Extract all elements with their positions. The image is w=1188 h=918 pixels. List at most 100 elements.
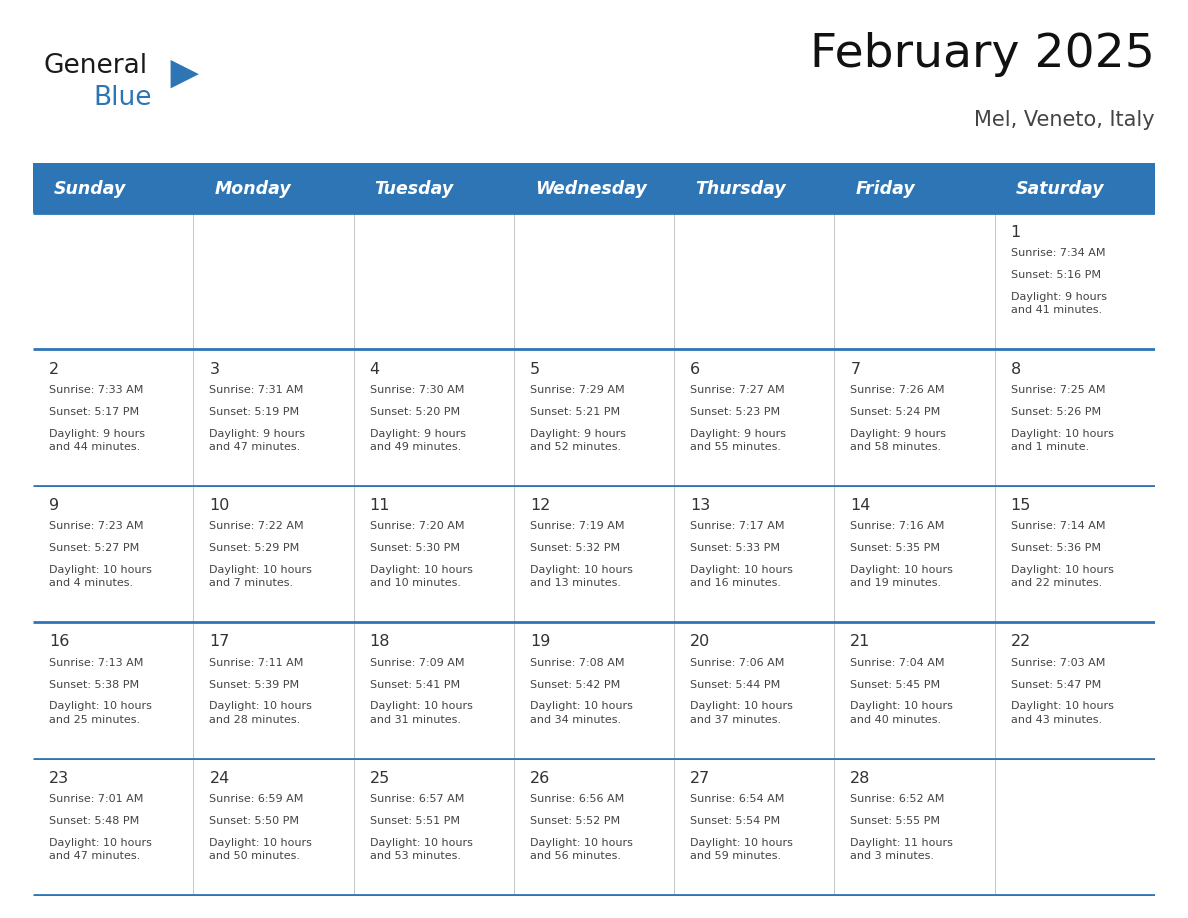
Text: Sunset: 5:44 PM: Sunset: 5:44 PM: [690, 679, 781, 689]
Text: 28: 28: [851, 771, 871, 786]
Text: Daylight: 9 hours
and 49 minutes.: Daylight: 9 hours and 49 minutes.: [369, 429, 466, 452]
Text: Daylight: 10 hours
and 1 minute.: Daylight: 10 hours and 1 minute.: [1011, 429, 1113, 452]
Text: Daylight: 10 hours
and 7 minutes.: Daylight: 10 hours and 7 minutes.: [209, 565, 312, 588]
Text: Daylight: 10 hours
and 22 minutes.: Daylight: 10 hours and 22 minutes.: [1011, 565, 1113, 588]
Text: 7: 7: [851, 362, 860, 376]
Text: Sunrise: 7:27 AM: Sunrise: 7:27 AM: [690, 385, 785, 395]
Text: Sunset: 5:38 PM: Sunset: 5:38 PM: [49, 679, 139, 689]
Text: Daylight: 10 hours
and 34 minutes.: Daylight: 10 hours and 34 minutes.: [530, 701, 633, 724]
Text: Sunrise: 7:17 AM: Sunrise: 7:17 AM: [690, 521, 784, 532]
Text: Sunset: 5:42 PM: Sunset: 5:42 PM: [530, 679, 620, 689]
Text: Sunset: 5:39 PM: Sunset: 5:39 PM: [209, 679, 299, 689]
Text: Daylight: 9 hours
and 55 minutes.: Daylight: 9 hours and 55 minutes.: [690, 429, 786, 452]
Text: 13: 13: [690, 498, 710, 513]
Text: 15: 15: [1011, 498, 1031, 513]
Text: Sunset: 5:36 PM: Sunset: 5:36 PM: [1011, 543, 1100, 554]
Text: Daylight: 10 hours
and 43 minutes.: Daylight: 10 hours and 43 minutes.: [1011, 701, 1113, 724]
Text: 21: 21: [851, 634, 871, 650]
Text: Sunrise: 7:20 AM: Sunrise: 7:20 AM: [369, 521, 465, 532]
Text: Daylight: 10 hours
and 50 minutes.: Daylight: 10 hours and 50 minutes.: [209, 838, 312, 861]
Text: Daylight: 10 hours
and 31 minutes.: Daylight: 10 hours and 31 minutes.: [369, 701, 473, 724]
Text: February 2025: February 2025: [810, 32, 1155, 77]
Text: Tuesday: Tuesday: [374, 180, 454, 198]
Text: 12: 12: [530, 498, 550, 513]
Text: 17: 17: [209, 634, 229, 650]
Text: Sunrise: 7:11 AM: Sunrise: 7:11 AM: [209, 657, 304, 667]
Text: Sunset: 5:47 PM: Sunset: 5:47 PM: [1011, 679, 1101, 689]
Text: Sunrise: 7:31 AM: Sunrise: 7:31 AM: [209, 385, 304, 395]
Text: 4: 4: [369, 362, 380, 376]
Text: Daylight: 10 hours
and 47 minutes.: Daylight: 10 hours and 47 minutes.: [49, 838, 152, 861]
Text: Sunrise: 6:59 AM: Sunrise: 6:59 AM: [209, 794, 304, 804]
Text: Daylight: 10 hours
and 4 minutes.: Daylight: 10 hours and 4 minutes.: [49, 565, 152, 588]
Text: Sunset: 5:29 PM: Sunset: 5:29 PM: [209, 543, 299, 554]
Text: Sunrise: 7:16 AM: Sunrise: 7:16 AM: [851, 521, 944, 532]
Text: General: General: [43, 52, 147, 79]
Text: Sunset: 5:45 PM: Sunset: 5:45 PM: [851, 679, 941, 689]
Text: Sunrise: 7:04 AM: Sunrise: 7:04 AM: [851, 657, 944, 667]
Text: Sunset: 5:23 PM: Sunset: 5:23 PM: [690, 407, 781, 417]
Text: Sunrise: 7:09 AM: Sunrise: 7:09 AM: [369, 657, 465, 667]
Text: Sunrise: 6:57 AM: Sunrise: 6:57 AM: [369, 794, 465, 804]
Text: Sunset: 5:20 PM: Sunset: 5:20 PM: [369, 407, 460, 417]
Text: 3: 3: [209, 362, 220, 376]
Text: Daylight: 11 hours
and 3 minutes.: Daylight: 11 hours and 3 minutes.: [851, 838, 953, 861]
Text: Sunset: 5:52 PM: Sunset: 5:52 PM: [530, 816, 620, 826]
Text: Sunrise: 7:08 AM: Sunrise: 7:08 AM: [530, 657, 625, 667]
Text: Daylight: 10 hours
and 16 minutes.: Daylight: 10 hours and 16 minutes.: [690, 565, 794, 588]
Text: Sunset: 5:32 PM: Sunset: 5:32 PM: [530, 543, 620, 554]
Text: 5: 5: [530, 362, 541, 376]
Text: Daylight: 9 hours
and 44 minutes.: Daylight: 9 hours and 44 minutes.: [49, 429, 145, 452]
Text: Daylight: 9 hours
and 47 minutes.: Daylight: 9 hours and 47 minutes.: [209, 429, 305, 452]
Text: Sunrise: 7:01 AM: Sunrise: 7:01 AM: [49, 794, 144, 804]
Text: 10: 10: [209, 498, 229, 513]
Text: Blue: Blue: [94, 85, 152, 111]
Text: Monday: Monday: [214, 180, 291, 198]
Text: Daylight: 9 hours
and 58 minutes.: Daylight: 9 hours and 58 minutes.: [851, 429, 947, 452]
Text: Sunset: 5:16 PM: Sunset: 5:16 PM: [1011, 270, 1100, 280]
Text: Daylight: 10 hours
and 53 minutes.: Daylight: 10 hours and 53 minutes.: [369, 838, 473, 861]
Text: Sunset: 5:21 PM: Sunset: 5:21 PM: [530, 407, 620, 417]
Text: Friday: Friday: [855, 180, 915, 198]
Text: 20: 20: [690, 634, 710, 650]
Text: Daylight: 10 hours
and 10 minutes.: Daylight: 10 hours and 10 minutes.: [369, 565, 473, 588]
Text: 22: 22: [1011, 634, 1031, 650]
Text: Daylight: 9 hours
and 52 minutes.: Daylight: 9 hours and 52 minutes.: [530, 429, 626, 452]
Text: 27: 27: [690, 771, 710, 786]
Text: 8: 8: [1011, 362, 1020, 376]
Text: Sunrise: 6:56 AM: Sunrise: 6:56 AM: [530, 794, 624, 804]
Text: Sunset: 5:41 PM: Sunset: 5:41 PM: [369, 679, 460, 689]
Text: Sunrise: 7:29 AM: Sunrise: 7:29 AM: [530, 385, 625, 395]
Text: Thursday: Thursday: [695, 180, 785, 198]
Text: Sunrise: 7:06 AM: Sunrise: 7:06 AM: [690, 657, 784, 667]
Text: Sunset: 5:26 PM: Sunset: 5:26 PM: [1011, 407, 1100, 417]
Text: 6: 6: [690, 362, 700, 376]
Text: Wednesday: Wednesday: [535, 180, 646, 198]
Text: Sunrise: 6:52 AM: Sunrise: 6:52 AM: [851, 794, 944, 804]
Text: Sunset: 5:27 PM: Sunset: 5:27 PM: [49, 543, 139, 554]
Text: 23: 23: [49, 771, 69, 786]
Text: Sunset: 5:24 PM: Sunset: 5:24 PM: [851, 407, 941, 417]
Text: Sunset: 5:55 PM: Sunset: 5:55 PM: [851, 816, 941, 826]
Text: Daylight: 10 hours
and 28 minutes.: Daylight: 10 hours and 28 minutes.: [209, 701, 312, 724]
Text: Daylight: 10 hours
and 37 minutes.: Daylight: 10 hours and 37 minutes.: [690, 701, 794, 724]
Text: Sunset: 5:30 PM: Sunset: 5:30 PM: [369, 543, 460, 554]
Text: Sunset: 5:35 PM: Sunset: 5:35 PM: [851, 543, 941, 554]
Polygon shape: [171, 60, 198, 88]
Text: Sunset: 5:51 PM: Sunset: 5:51 PM: [369, 816, 460, 826]
Text: 24: 24: [209, 771, 229, 786]
Text: Sunrise: 7:34 AM: Sunrise: 7:34 AM: [1011, 249, 1105, 259]
Text: 25: 25: [369, 771, 390, 786]
Text: Sunrise: 7:30 AM: Sunrise: 7:30 AM: [369, 385, 465, 395]
Text: 19: 19: [530, 634, 550, 650]
Text: Sunrise: 6:54 AM: Sunrise: 6:54 AM: [690, 794, 784, 804]
Text: Sunset: 5:33 PM: Sunset: 5:33 PM: [690, 543, 781, 554]
Text: 18: 18: [369, 634, 390, 650]
Text: Sunrise: 7:23 AM: Sunrise: 7:23 AM: [49, 521, 144, 532]
Text: 16: 16: [49, 634, 70, 650]
Text: Sunrise: 7:14 AM: Sunrise: 7:14 AM: [1011, 521, 1105, 532]
Text: Sunrise: 7:13 AM: Sunrise: 7:13 AM: [49, 657, 144, 667]
Text: Sunset: 5:54 PM: Sunset: 5:54 PM: [690, 816, 781, 826]
Text: 1: 1: [1011, 225, 1020, 241]
Text: Daylight: 10 hours
and 59 minutes.: Daylight: 10 hours and 59 minutes.: [690, 838, 794, 861]
